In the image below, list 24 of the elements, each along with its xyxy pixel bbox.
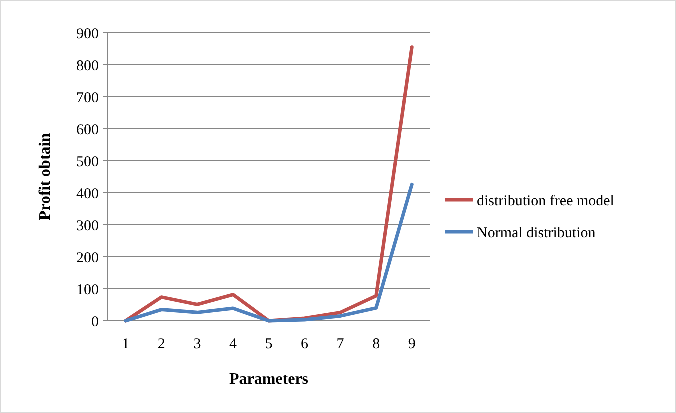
x-tick-label: 8: [372, 336, 380, 352]
y-tick-label: 200: [76, 250, 99, 266]
x-axis-title: Parameters: [229, 371, 309, 388]
y-tick-label: 500: [76, 154, 99, 170]
y-tick-label: 300: [76, 218, 99, 234]
legend-label: Normal distribution: [477, 225, 596, 242]
x-tick-label: 3: [194, 336, 202, 352]
legend-label: distribution free model: [477, 193, 614, 210]
y-tick-label: 400: [76, 186, 99, 202]
y-tick-label: 100: [76, 282, 99, 298]
line-series: [124, 182, 414, 323]
y-axis-title: Profit obtain: [37, 133, 54, 221]
x-tick-label: 4: [229, 336, 238, 352]
y-tick-label: 0: [92, 314, 99, 330]
x-tick-label: 6: [301, 336, 310, 352]
x-tick-label: 9: [408, 336, 416, 352]
x-tick-label: 2: [158, 336, 166, 352]
x-tick-label: 1: [122, 336, 130, 352]
y-tick-label: 800: [76, 58, 99, 74]
x-tick-label: 5: [265, 336, 273, 352]
y-tick-label: 700: [76, 90, 99, 106]
y-tick-label: 600: [76, 122, 99, 138]
y-tick-label: 900: [76, 26, 99, 42]
x-tick-label: 7: [336, 336, 345, 352]
